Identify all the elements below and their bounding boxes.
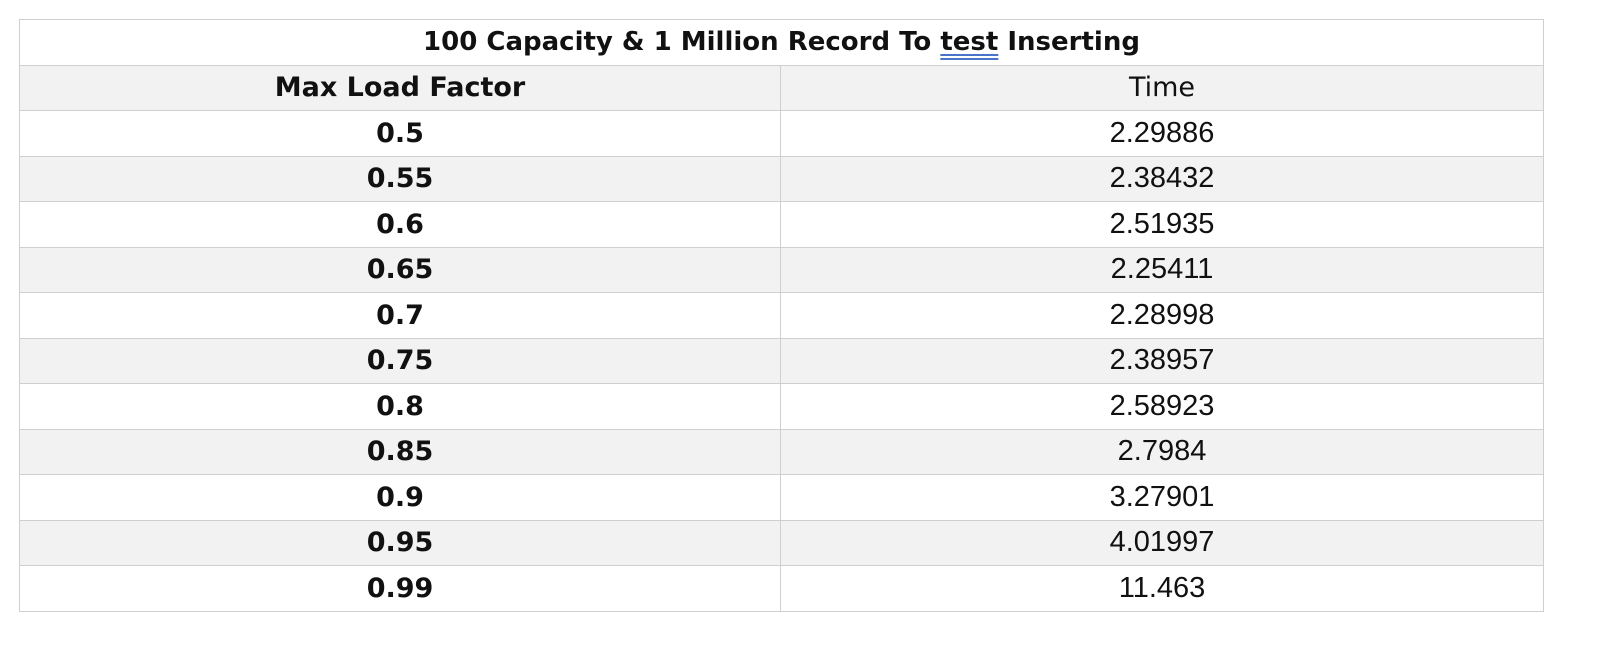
table-row: 0.9 3.27901 (19, 474, 1544, 521)
time-cell[interactable]: 2.51935 (780, 201, 1544, 248)
title-text-underlined: test (940, 27, 999, 58)
time-cell[interactable]: 2.7984 (780, 428, 1544, 475)
table-row: 0.95 4.01997 (19, 519, 1544, 566)
table-row: 0.7 2.28998 (19, 292, 1544, 339)
factor-cell[interactable]: 0.8 (19, 383, 781, 430)
table-row: 0.99 11.463 (19, 565, 1544, 612)
time-cell[interactable]: 2.28998 (780, 292, 1544, 339)
table-row: 0.55 2.38432 (19, 155, 1544, 202)
header-time[interactable]: Time (780, 64, 1544, 111)
time-cell[interactable]: 2.38957 (780, 337, 1544, 384)
time-cell[interactable]: 11.463 (780, 565, 1544, 612)
factor-cell[interactable]: 0.75 (19, 337, 781, 384)
time-cell[interactable]: 3.27901 (780, 474, 1544, 521)
table-body: 100 Capacity & 1 Million Record To test … (19, 19, 1544, 612)
table-row: 0.6 2.51935 (19, 201, 1544, 248)
data-table: 100 Capacity & 1 Million Record To test … (19, 19, 1544, 612)
factor-cell[interactable]: 0.6 (19, 201, 781, 248)
time-cell[interactable]: 2.25411 (780, 246, 1544, 293)
table-row: 0.65 2.25411 (19, 246, 1544, 293)
header-max-load-factor[interactable]: Max Load Factor (19, 64, 781, 111)
title-text-after: Inserting (998, 27, 1140, 58)
table-row: 0.8 2.58923 (19, 383, 1544, 430)
title-text-before: 100 Capacity & 1 Million Record To (423, 27, 941, 58)
table-row: 0.75 2.38957 (19, 337, 1544, 384)
header-row: Max Load Factor Time (19, 64, 1544, 111)
time-cell[interactable]: 2.38432 (780, 155, 1544, 202)
factor-cell[interactable]: 0.5 (19, 110, 781, 157)
time-cell[interactable]: 2.58923 (780, 383, 1544, 430)
time-cell[interactable]: 2.29886 (780, 110, 1544, 157)
table-title[interactable]: 100 Capacity & 1 Million Record To test … (19, 19, 1544, 66)
factor-cell[interactable]: 0.85 (19, 428, 781, 475)
factor-cell[interactable]: 0.9 (19, 474, 781, 521)
factor-cell[interactable]: 0.7 (19, 292, 781, 339)
factor-cell[interactable]: 0.99 (19, 565, 781, 612)
title-row: 100 Capacity & 1 Million Record To test … (19, 19, 1544, 66)
factor-cell[interactable]: 0.55 (19, 155, 781, 202)
factor-cell[interactable]: 0.95 (19, 519, 781, 566)
time-cell[interactable]: 4.01997 (780, 519, 1544, 566)
table-row: 0.5 2.29886 (19, 110, 1544, 157)
factor-cell[interactable]: 0.65 (19, 246, 781, 293)
table-row: 0.85 2.7984 (19, 428, 1544, 475)
